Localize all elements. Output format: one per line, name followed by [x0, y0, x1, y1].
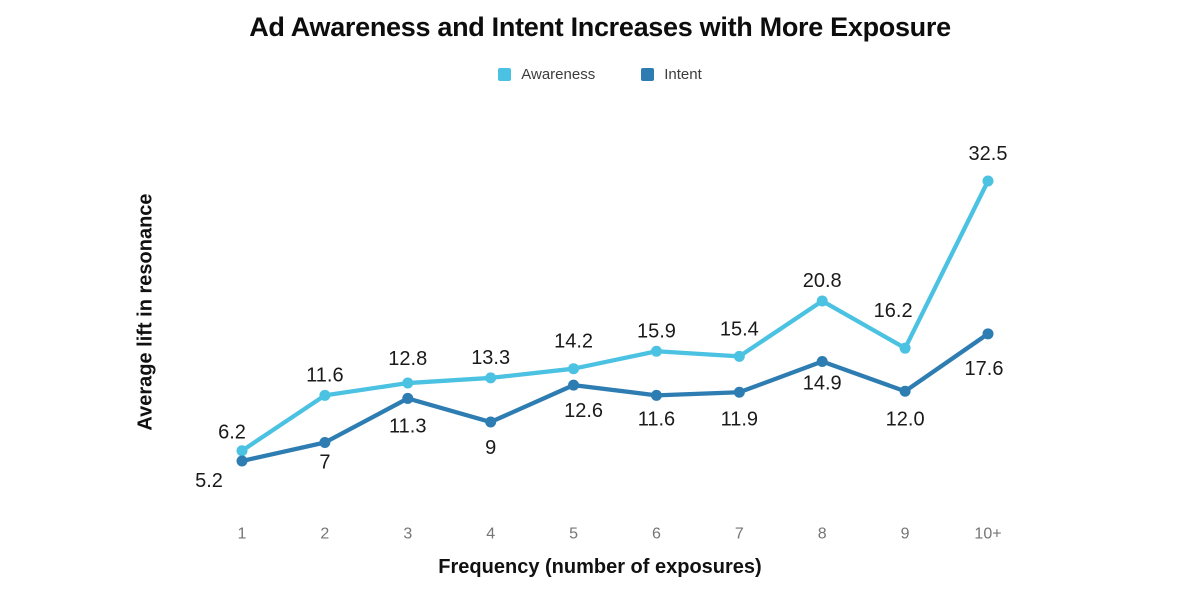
x-tick: 10+ [974, 526, 1001, 543]
intent-data-label: 11.6 [638, 408, 675, 430]
awareness-point [568, 363, 580, 375]
awareness-data-label: 12.8 [388, 348, 427, 370]
x-tick: 7 [735, 526, 744, 543]
legend-label-awareness: Awareness [521, 66, 596, 83]
awareness-point [236, 445, 248, 457]
intent-line [239, 331, 991, 464]
legend: Awareness Intent [0, 66, 1200, 83]
x-tick: 8 [818, 526, 827, 543]
awareness-point [319, 389, 331, 401]
x-tick: 4 [486, 526, 495, 543]
awareness-point [816, 295, 828, 307]
intent-data-label: 9 [485, 437, 496, 459]
legend-item-intent: Intent [641, 66, 702, 83]
awareness-swatch-icon [498, 68, 512, 81]
legend-label-intent: Intent [664, 66, 702, 83]
awareness-point [650, 345, 662, 357]
legend-item-awareness: Awareness [498, 66, 595, 83]
awareness-point [402, 377, 414, 389]
x-tick: 5 [569, 526, 578, 543]
awareness-line [239, 178, 991, 453]
awareness-point [982, 175, 994, 187]
intent-point [236, 455, 248, 467]
intent-point [319, 437, 331, 449]
chart-title: Ad Awareness and Intent Increases with M… [249, 12, 951, 42]
intent-data-label: 17.6 [965, 358, 1004, 380]
awareness-data-label: 13.3 [471, 347, 510, 369]
x-tick: 6 [652, 526, 661, 543]
awareness-data-label: 14.2 [554, 331, 593, 353]
intent-swatch-icon [641, 68, 655, 81]
intent-point [568, 379, 580, 391]
intent-point [982, 328, 994, 340]
awareness-data-label: 6.2 [218, 422, 246, 444]
intent-point [402, 392, 414, 404]
awareness-point [485, 372, 497, 384]
awareness-data-label: 15.9 [637, 320, 676, 342]
x-tick: 9 [901, 526, 910, 543]
x-axis-title: Frequency (number of exposures) [438, 556, 762, 578]
intent-point [650, 389, 662, 401]
intent-point [899, 385, 911, 397]
x-tick: 1 [238, 526, 247, 543]
intent-data-label: 14.9 [803, 373, 842, 395]
x-tick: 3 [403, 526, 412, 543]
intent-data-label: 12.6 [564, 400, 603, 422]
awareness-data-label: 32.5 [969, 143, 1008, 165]
awareness-data-label: 16.2 [874, 300, 913, 322]
intent-data-label: 7 [319, 452, 330, 474]
awareness-data-label: 15.4 [720, 318, 759, 340]
intent-data-label: 11.9 [721, 408, 758, 430]
intent-data-label: 11.3 [389, 415, 426, 437]
intent-point [485, 416, 497, 428]
awareness-data-label: 11.6 [306, 364, 343, 386]
awareness-point [733, 350, 745, 362]
intent-point [733, 386, 745, 398]
awareness-data-label: 20.8 [803, 270, 842, 292]
awareness-point [899, 342, 911, 354]
x-tick: 2 [320, 526, 329, 543]
intent-point [816, 356, 828, 368]
intent-data-label: 5.2 [195, 470, 223, 492]
intent-data-label: 12.0 [886, 408, 925, 430]
